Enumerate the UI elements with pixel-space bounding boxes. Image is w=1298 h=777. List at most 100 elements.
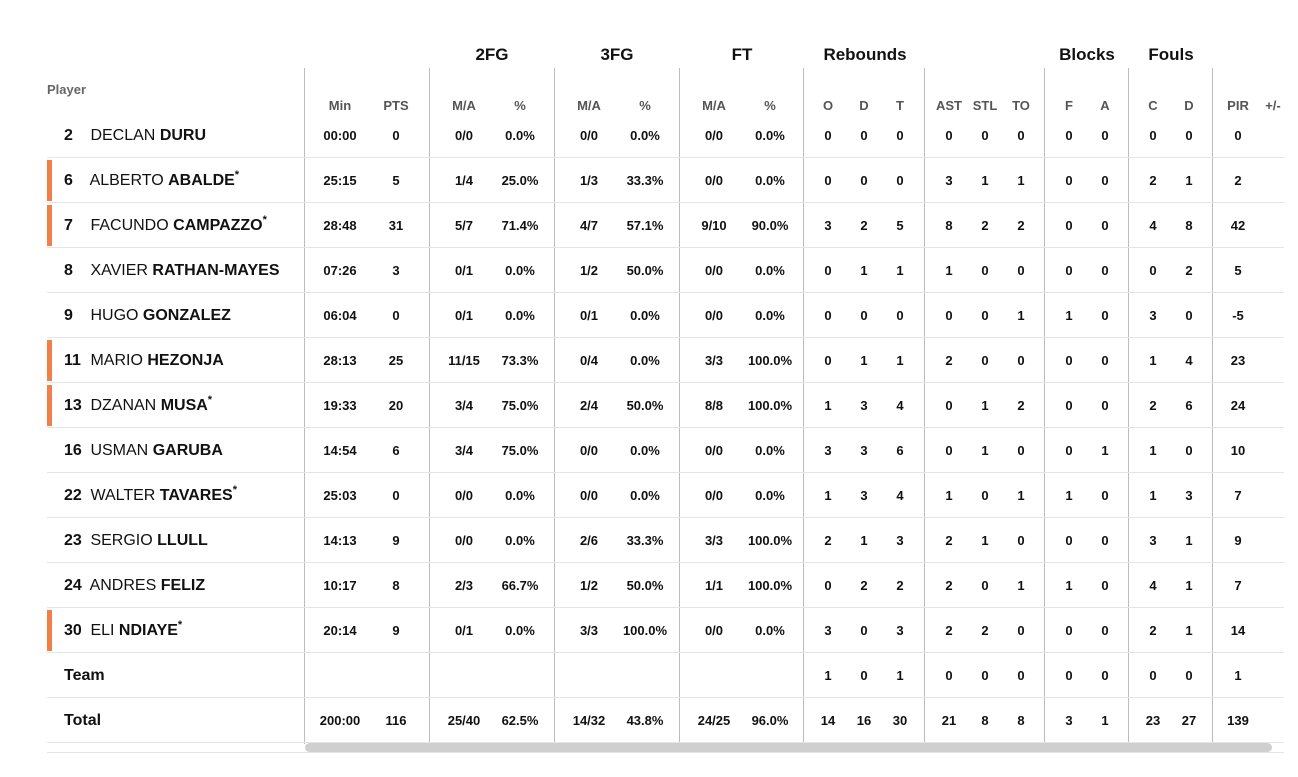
player-name-link[interactable]: 2 DECLAN DURU	[64, 113, 206, 158]
stat-bf: 3	[1065, 713, 1073, 728]
stat-ft-ma	[686, 653, 742, 698]
stat-bf: 1	[1065, 308, 1073, 323]
player-name-link[interactable]: 7 FACUNDO CAMPAZZO*	[64, 203, 267, 248]
stat-fg2-pct: 75.0%	[501, 443, 539, 458]
stat-fg2-ma: 3/4	[454, 398, 474, 413]
column-header-pir[interactable]: PIR	[1227, 98, 1249, 113]
stat-fg3-pct: 50.0%	[626, 398, 664, 413]
stat-pir: 7	[1234, 488, 1242, 503]
stat-bf: 1	[1065, 578, 1073, 593]
stat-ba: 0	[1101, 533, 1109, 548]
column-header-fg2-pct[interactable]: %	[514, 98, 526, 113]
stat-ba: 0	[1101, 668, 1109, 683]
stat-stl: 2	[981, 623, 989, 638]
stat-fd: 3	[1185, 488, 1193, 503]
stat-fg3-ma: 0/1	[579, 308, 599, 323]
stat-pts: 31	[388, 218, 404, 233]
stat-ast: 3	[945, 173, 953, 188]
column-header-fd[interactable]: D	[1184, 98, 1194, 113]
stat-fg2-pct: 0.0%	[505, 488, 535, 503]
player-last-name: TAVARES	[159, 487, 233, 504]
stat-o: 3	[824, 443, 832, 458]
column-header-ast[interactable]: AST	[936, 98, 962, 113]
stat-to: 1	[1017, 488, 1025, 503]
stat-fg3-pct: 50.0%	[626, 578, 664, 593]
stat-t: 6	[896, 443, 904, 458]
player-name-link[interactable]: 30 ELI NDIAYE*	[64, 608, 182, 653]
player-name-link[interactable]: 23 SERGIO LLULL	[64, 518, 208, 563]
stat-fg2-pct: 66.7%	[501, 578, 539, 593]
stat-pts: 20	[388, 398, 404, 413]
stat-d: 0	[860, 128, 868, 143]
player-first-name: DZANAN	[90, 397, 157, 414]
column-header-fg3-pct[interactable]: %	[639, 98, 651, 113]
column-header-d[interactable]: D	[859, 98, 869, 113]
column-header-fg2-ma[interactable]: M/A	[452, 98, 476, 113]
player-name-link[interactable]: 24 ANDRES FELIZ	[64, 563, 205, 608]
player-name-link[interactable]: 6 ALBERTO ABALDE*	[64, 158, 239, 203]
stat-ba: 1	[1101, 713, 1109, 728]
stat-t: 3	[896, 533, 904, 548]
column-header-fg3-ma[interactable]: M/A	[577, 98, 601, 113]
stat-stl: 1	[981, 173, 989, 188]
table-row: 22 WALTER TAVARES* 25:03 0 0/0 0.0% 0/0 0.0% 0/…	[47, 473, 1284, 518]
row-divider	[47, 697, 1284, 698]
stat-ba: 0	[1101, 308, 1109, 323]
stat-fc: 4	[1149, 218, 1157, 233]
stat-fg3-pct: 33.3%	[626, 533, 664, 548]
column-header-o[interactable]: O	[822, 98, 834, 113]
player-last-name: FELIZ	[160, 577, 206, 594]
stat-fg3-ma: 1/3	[579, 173, 599, 188]
on-court-marker	[47, 385, 52, 426]
stat-fg3-pct: 0.0%	[630, 488, 660, 503]
column-header-t[interactable]: T	[896, 98, 904, 113]
stat-fc: 4	[1149, 578, 1157, 593]
stat-fg2-pct: 71.4%	[501, 218, 539, 233]
column-header-pts[interactable]: PTS	[383, 98, 409, 113]
horizontal-scrollbar[interactable]	[305, 743, 1272, 752]
stat-fc: 3	[1149, 533, 1157, 548]
column-header-ba[interactable]: A	[1100, 98, 1110, 113]
table-row: 6 ALBERTO ABALDE* 25:15 5 1/4 25.0% 1/3 33.3% 0…	[47, 158, 1284, 203]
stat-ft-ma: 0/0	[704, 488, 724, 503]
stat-min: 00:00	[323, 128, 357, 143]
stat-fg2-pct: 0.0%	[505, 308, 535, 323]
stat-ft-pct: 0.0%	[755, 128, 785, 143]
column-header-ft-ma[interactable]: M/A	[702, 98, 726, 113]
stat-to: 2	[1017, 398, 1025, 413]
player-first-name: MARIO	[90, 352, 143, 369]
column-header-to[interactable]: TO	[1012, 98, 1030, 113]
row-divider	[47, 247, 1284, 248]
stat-fg2-ma: 0/1	[454, 623, 474, 638]
stat-fg2-ma: 3/4	[454, 443, 474, 458]
stat-pir: 42	[1230, 218, 1246, 233]
starter-asterisk: *	[232, 484, 237, 496]
stat-ft-ma: 8/8	[704, 398, 724, 413]
stat-pir: 139	[1227, 713, 1249, 728]
player-name-link[interactable]: 22 WALTER TAVARES*	[64, 473, 237, 518]
stat-fc: 23	[1145, 713, 1161, 728]
column-header-stl[interactable]: STL	[972, 98, 998, 113]
player-name-link[interactable]: 9 HUGO GONZALEZ	[64, 293, 231, 338]
stat-fd: 0	[1185, 308, 1193, 323]
column-header-min[interactable]: Min	[328, 98, 352, 113]
player-name-link[interactable]: 8 XAVIER RATHAN-MAYES	[64, 248, 280, 293]
stat-bf: 1	[1065, 488, 1073, 503]
player-name-link[interactable]: 11 MARIO HEZONJA	[64, 338, 224, 383]
column-header-pm[interactable]: +/-	[1265, 98, 1281, 113]
player-column-header[interactable]: Player	[47, 82, 87, 97]
column-header-ft-pct[interactable]: %	[764, 98, 776, 113]
stat-fc: 2	[1149, 173, 1157, 188]
stat-t: 2	[896, 578, 904, 593]
stat-to: 0	[1017, 668, 1025, 683]
starter-asterisk: *	[207, 394, 213, 406]
player-name-link[interactable]: 16 USMAN GARUBA	[64, 428, 223, 473]
stat-bf: 0	[1065, 668, 1073, 683]
row-divider	[47, 742, 1284, 743]
stat-ft-ma: 1/1	[704, 578, 724, 593]
stat-bf: 0	[1065, 263, 1073, 278]
column-header-fc[interactable]: C	[1148, 98, 1158, 113]
player-name-link[interactable]: 13 DZANAN MUSA*	[64, 383, 212, 428]
column-header-bf[interactable]: F	[1065, 98, 1073, 113]
stat-ast: 0	[945, 398, 953, 413]
